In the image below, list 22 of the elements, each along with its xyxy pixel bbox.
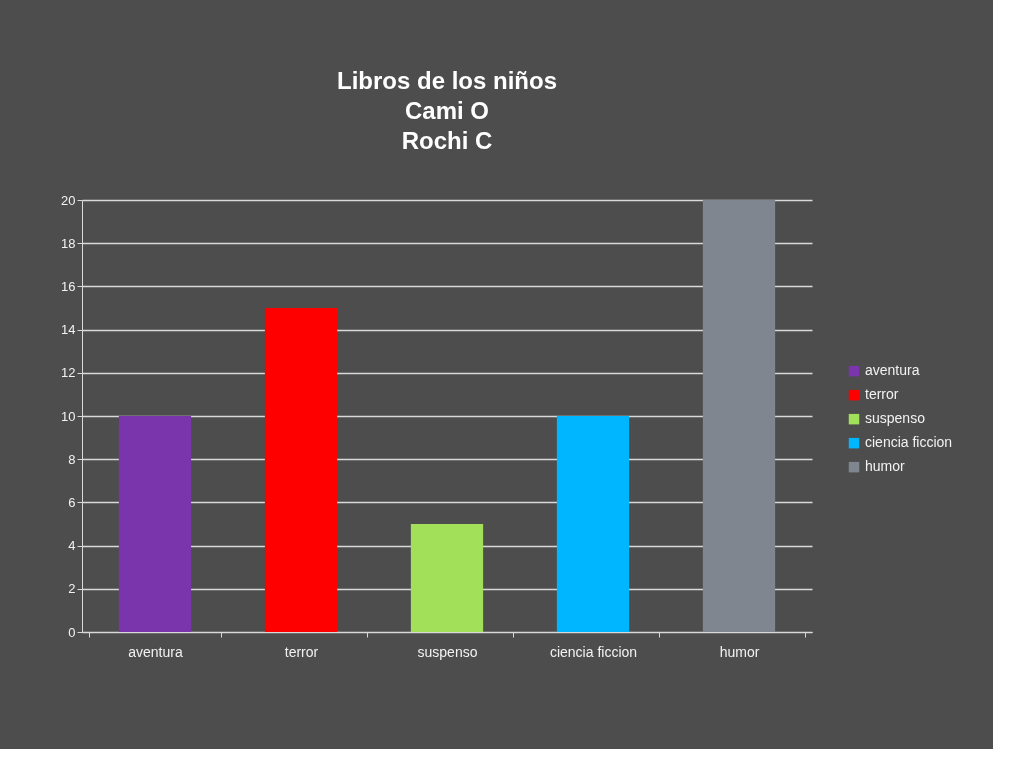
x-tick-label: humor — [719, 643, 760, 660]
legend-label: suspenso — [865, 410, 926, 427]
y-tick-label: 0 — [68, 624, 76, 640]
y-tick-label: 18 — [61, 235, 76, 251]
y-tick-label: 16 — [61, 278, 76, 294]
y-tick-label: 10 — [61, 408, 76, 424]
y-tick-label: 2 — [68, 581, 76, 597]
legend-label: humor — [865, 458, 906, 475]
x-tick-label: aventura — [128, 643, 183, 660]
y-tick-label: 14 — [61, 322, 76, 338]
x-tick-label: suspenso — [417, 643, 478, 660]
y-tick-label: 6 — [68, 494, 76, 510]
legend-label: ciencia ficcion — [865, 434, 953, 451]
legend-label: aventura — [865, 362, 920, 379]
y-tick-label: 12 — [61, 365, 76, 381]
legend-label: terror — [865, 386, 899, 403]
x-tick-label: terror — [284, 643, 319, 660]
chart-title: Libros de los niños Cami O Rochi C — [336, 67, 558, 154]
y-tick-label: 4 — [68, 538, 76, 554]
y-tick-label: 20 — [61, 192, 76, 208]
x-tick-label: ciencia ficcion — [549, 643, 638, 660]
y-tick-label: 8 — [68, 451, 76, 467]
